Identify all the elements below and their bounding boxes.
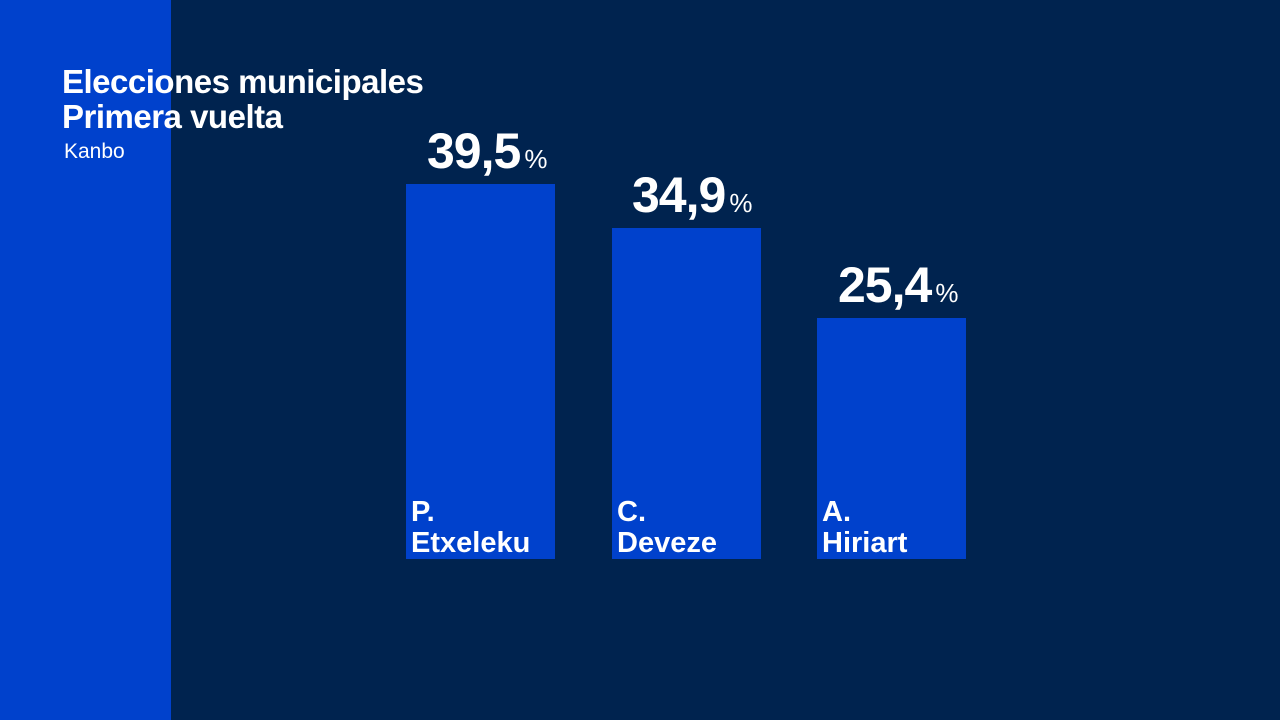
bar-etxeleku: P. Etxeleku xyxy=(406,184,555,559)
chart-subtitle: Kanbo xyxy=(64,140,125,163)
bar-label-1: P. Etxeleku xyxy=(411,496,531,559)
chart-title: Elecciones municipales Primera vuelta xyxy=(62,63,424,135)
title-line2: Primera vuelta xyxy=(62,98,283,135)
bar-value-1: 39,5% xyxy=(427,123,548,179)
bar-value-2: 34,9% xyxy=(632,167,753,223)
title-line1: Elecciones municipales xyxy=(62,63,424,100)
bar-label-2: C. Deveze xyxy=(617,496,717,559)
side-accent-panel xyxy=(0,0,171,720)
bar-hiriart: A. Hiriart xyxy=(817,318,966,559)
bar-deveze: C. Deveze xyxy=(612,228,761,559)
bar-value-3: 25,4% xyxy=(838,257,959,313)
bar-label-3: A. Hiriart xyxy=(822,496,908,559)
